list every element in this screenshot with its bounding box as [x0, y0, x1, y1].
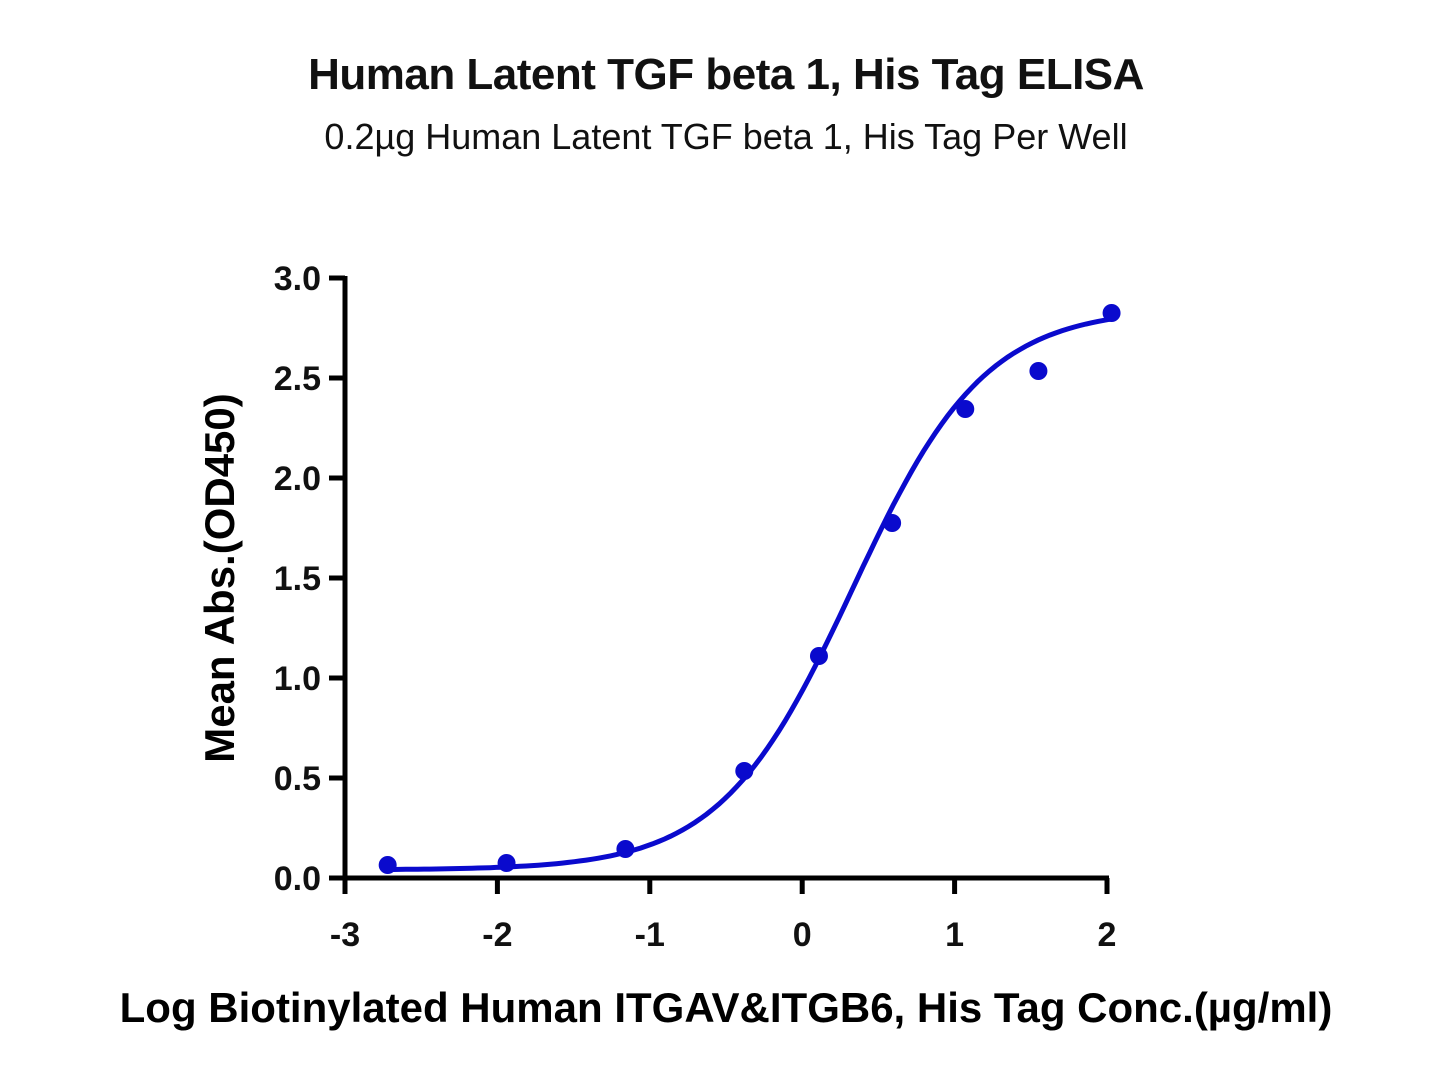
- y-tick-label: 2.0: [274, 460, 321, 498]
- y-tick-label: 3.0: [274, 260, 321, 298]
- x-tick-label: -3: [330, 916, 360, 954]
- data-point: [1102, 304, 1121, 322]
- fit-curve: [385, 316, 1113, 872]
- y-axis: 0.0 0.5 1.0 1.5 2.0 2.5 3.0: [274, 260, 348, 898]
- y-tick-label: 0.0: [274, 860, 321, 898]
- data-point: [883, 514, 902, 532]
- data-point: [378, 856, 397, 874]
- x-tick-label: -2: [482, 916, 512, 954]
- x-tick-label: -1: [635, 916, 665, 954]
- data-points: [378, 304, 1121, 874]
- chart-title: Human Latent TGF beta 1, His Tag ELISA: [308, 50, 1144, 99]
- y-tick-label: 0.5: [274, 760, 321, 798]
- y-tick-label: 2.5: [274, 360, 321, 398]
- data-point: [809, 647, 828, 665]
- chart-subtitle: 0.2µg Human Latent TGF beta 1, His Tag P…: [324, 116, 1128, 157]
- y-axis-title: Mean Abs.(OD450): [196, 393, 243, 763]
- y-tick-label: 1.5: [274, 560, 321, 598]
- x-axis-title: Log Biotinylated Human ITGAV&ITGB6, His …: [120, 984, 1333, 1031]
- x-tick-label: 1: [945, 916, 964, 954]
- data-point: [1029, 362, 1048, 380]
- x-tick-label: 0: [793, 916, 812, 954]
- x-axis: -3 -2 -1 0 1 2: [329, 875, 1117, 954]
- x-tick-label: 2: [1098, 916, 1117, 954]
- data-point: [616, 840, 635, 858]
- data-point: [956, 400, 975, 418]
- data-point: [497, 854, 516, 872]
- data-point: [735, 762, 754, 780]
- y-tick-label: 1.0: [274, 660, 321, 698]
